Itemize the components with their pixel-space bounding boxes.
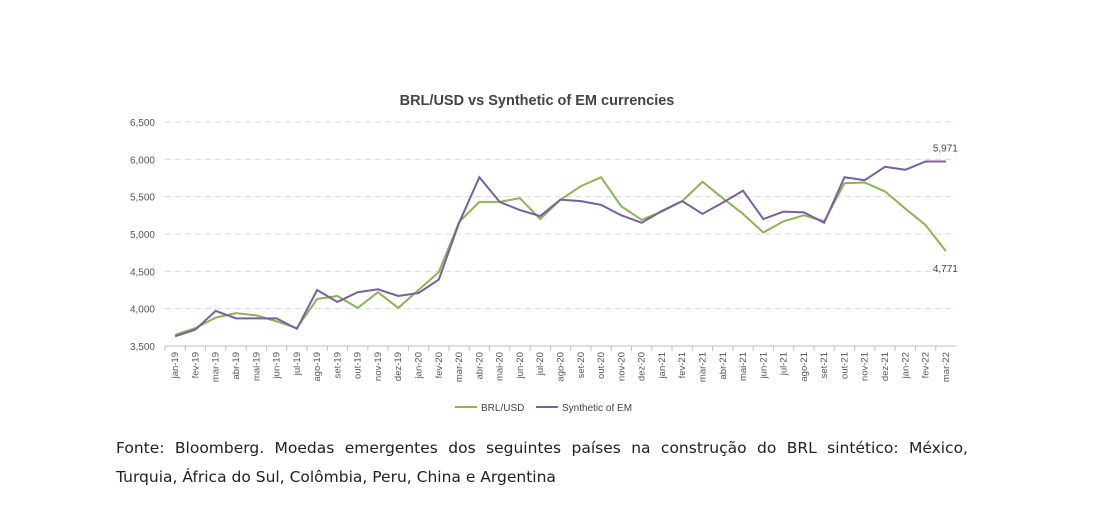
x-tick-label: dez-20 [637,352,648,381]
y-tick-label: 5,500 [130,193,155,204]
x-tick-label: dez-19 [393,352,404,381]
x-tick-label: set-21 [819,352,830,378]
x-tick-label: jun-20 [515,352,526,379]
x-tick-label: jul-21 [779,352,790,376]
x-tick-label: abr-21 [718,352,729,379]
chart-title: BRL/USD vs Synthetic of EM currencies [400,93,675,109]
x-tick-label: jan-20 [414,352,425,379]
x-tick-label: nov-19 [373,352,384,381]
x-tick-label: nov-21 [860,352,871,381]
legend-label: BRL/USD [481,403,524,414]
x-tick-label: set-20 [576,352,587,378]
x-tick-label: out-19 [353,352,364,379]
x-tick-label: jan-21 [657,352,668,379]
x-tick-label: ago-20 [556,352,567,382]
x-tick-label: nov-20 [616,352,627,381]
x-tick-label: mar-20 [454,352,465,382]
end-data-label: 4,771 [933,264,958,275]
x-tick-label: jan-19 [170,352,181,379]
x-tick-label: fev-19 [190,352,201,378]
x-tick-label: mai-19 [251,352,262,381]
x-tick-label: mai-20 [495,352,506,381]
x-tick-label: ago-21 [799,352,810,382]
end-data-label: 5,971 [933,143,958,154]
x-tick-label: mai-21 [738,352,749,381]
x-tick-label: fev-22 [921,352,932,378]
source-caption: Fonte: Bloomberg. Moedas emergentes dos … [116,439,968,486]
y-tick-label: 4,500 [130,267,155,278]
x-tick-label: ago-19 [312,352,323,382]
y-tick-label: 6,500 [130,118,155,129]
x-tick-label: out-20 [596,352,607,379]
y-tick-label: 4,000 [130,305,155,316]
line-chart: BRL/USD vs Synthetic of EM currencies 3,… [130,93,958,414]
y-tick-label: 5,000 [130,230,155,241]
x-tick-label: jan-22 [900,352,911,379]
y-tick-label: 6,000 [130,155,155,166]
x-tick-label: mar-19 [211,352,222,382]
x-tick-label: fev-20 [434,352,445,378]
x-tick-label: set-19 [332,352,343,378]
x-tick-label: jun-21 [758,352,769,379]
x-tick-label: abr-20 [474,352,485,379]
series-line-synthetic-em [174,160,946,338]
x-tick-label: fev-21 [677,352,688,378]
x-tick-label: dez-21 [880,352,891,381]
x-tick-label: out-21 [839,352,850,379]
legend-label: Synthetic of EM [562,403,632,414]
x-tick-label: jul-19 [292,352,303,376]
x-tick-label: jun-19 [272,352,283,379]
x-tick-label: abr-19 [231,352,242,379]
x-tick-label: jul-20 [535,352,546,376]
y-tick-label: 3,500 [130,342,155,353]
x-tick-label: mar-21 [697,352,708,382]
x-tick-label: mar-22 [941,352,952,382]
